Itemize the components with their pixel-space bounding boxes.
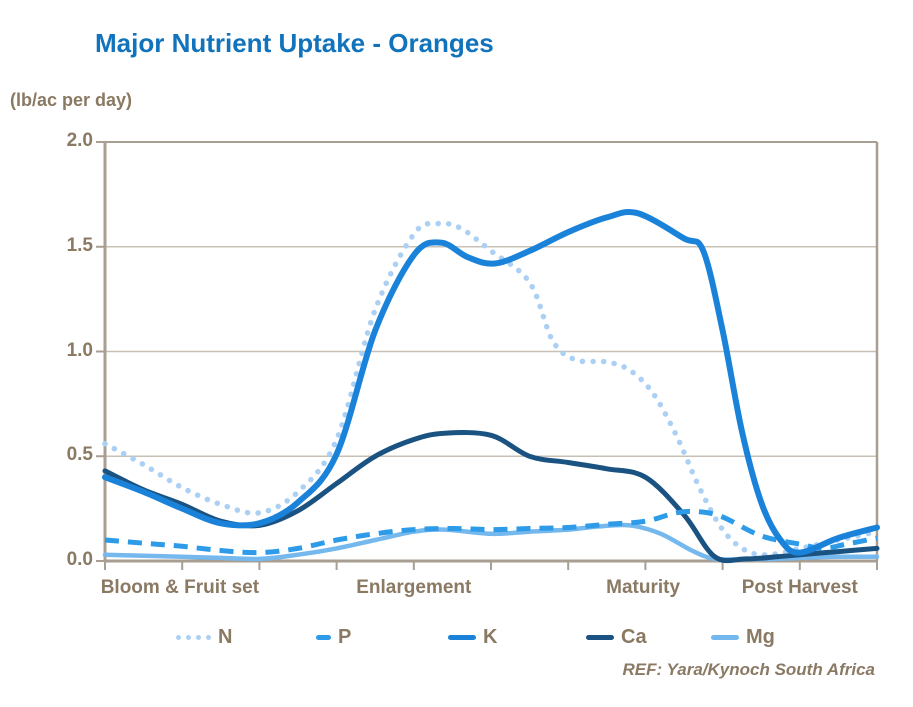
legend-label-p: P [338, 625, 352, 648]
ca-solid-line-swatch [586, 634, 614, 640]
legend-label-n: N [218, 625, 233, 648]
y-tick-label-0.5: 0.5 [66, 444, 93, 466]
y-tick-label-2.0: 2.0 [66, 130, 93, 151]
chart-legend: N P K Ca Mg [0, 622, 913, 652]
x-stage-label-maturity: Maturity [606, 577, 681, 598]
x-stage-label-enlargement: Enlargement [356, 577, 472, 598]
y-tick-label-1.5: 1.5 [66, 234, 93, 256]
p-dashed-line-swatch [316, 634, 331, 640]
legend-item-k: K [448, 622, 497, 652]
x-stage-label-post-harvest: Post Harvest [741, 577, 858, 598]
y-tick-label-0.0: 0.0 [66, 549, 93, 570]
series-line-K [102, 208, 880, 556]
mg-solid-line-swatch [711, 634, 739, 640]
k-solid-line-swatch [448, 634, 476, 640]
y-tick-label-1.0: 1.0 [66, 339, 93, 361]
y-axis-title: (lb/ac per day) [10, 90, 133, 110]
legend-label-mg: Mg [746, 625, 775, 648]
series-line-Mg [102, 522, 880, 562]
legend-label-k: K [483, 625, 498, 648]
reference-note: REF: Yara/Kynoch South Africa [622, 660, 875, 679]
series-line-P [104, 508, 878, 556]
n-dotted-line-swatch [176, 634, 211, 640]
series-line-N [102, 220, 880, 558]
legend-item-p: P [316, 622, 351, 652]
legend-item-mg: Mg [711, 622, 775, 652]
legend-label-ca: Ca [621, 625, 647, 648]
legend-item-n: N [176, 622, 232, 652]
x-stage-label-bloom-fruit-set: Bloom & Fruit set [100, 577, 260, 598]
legend-item-ca: Ca [586, 622, 647, 652]
chart-title: Major Nutrient Uptake - Oranges [95, 28, 494, 58]
